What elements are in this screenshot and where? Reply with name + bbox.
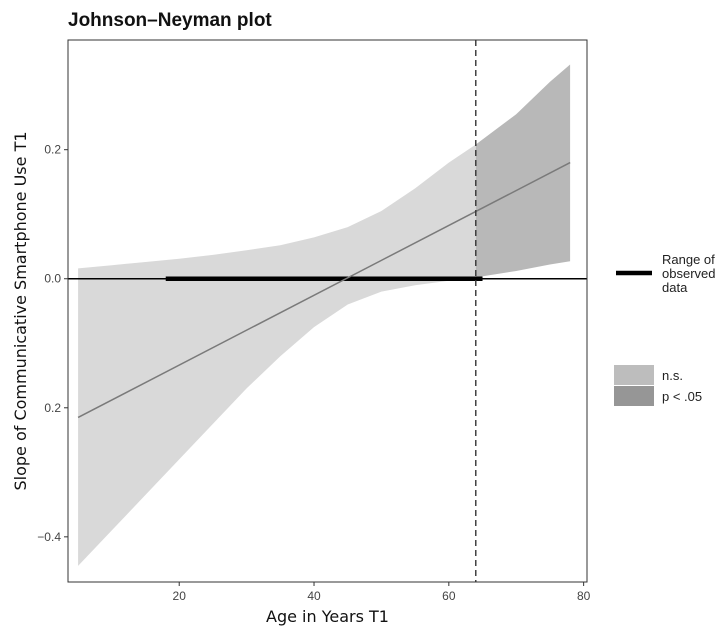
x-tick-label: 20 xyxy=(173,589,187,603)
chart-title: Johnson–Neyman plot xyxy=(68,10,272,31)
x-tick-label: 40 xyxy=(307,589,321,603)
x-axis: 20 40 60 80 xyxy=(173,582,591,603)
band-region-significant xyxy=(476,65,570,278)
legend-label-ns: n.s. xyxy=(662,368,683,383)
x-tick-label: 60 xyxy=(442,589,456,603)
y-axis: −0.4 0.2 0.0 0.2 xyxy=(37,143,68,544)
y-tick-label: 0.0 xyxy=(44,272,61,286)
y-tick-label: 0.2 xyxy=(44,401,61,415)
legend: Range of observed data n.s. p < .05 xyxy=(614,252,715,406)
y-tick-label: −0.4 xyxy=(37,530,61,544)
y-axis-title: Slope of Communicative Smartphone Use T1 xyxy=(11,131,30,490)
y-tick-label: 0.2 xyxy=(44,143,61,157)
x-axis-title: Age in Years T1 xyxy=(266,607,389,626)
x-tick-label: 80 xyxy=(577,589,591,603)
legend-swatch-ns xyxy=(614,365,654,385)
confidence-band xyxy=(78,65,570,566)
legend-swatch-sig xyxy=(614,386,654,406)
band-region-not-significant xyxy=(78,145,476,566)
legend-range-label: Range of observed data xyxy=(662,252,715,295)
plot-panel xyxy=(68,40,587,582)
legend-label-sig: p < .05 xyxy=(662,389,702,404)
